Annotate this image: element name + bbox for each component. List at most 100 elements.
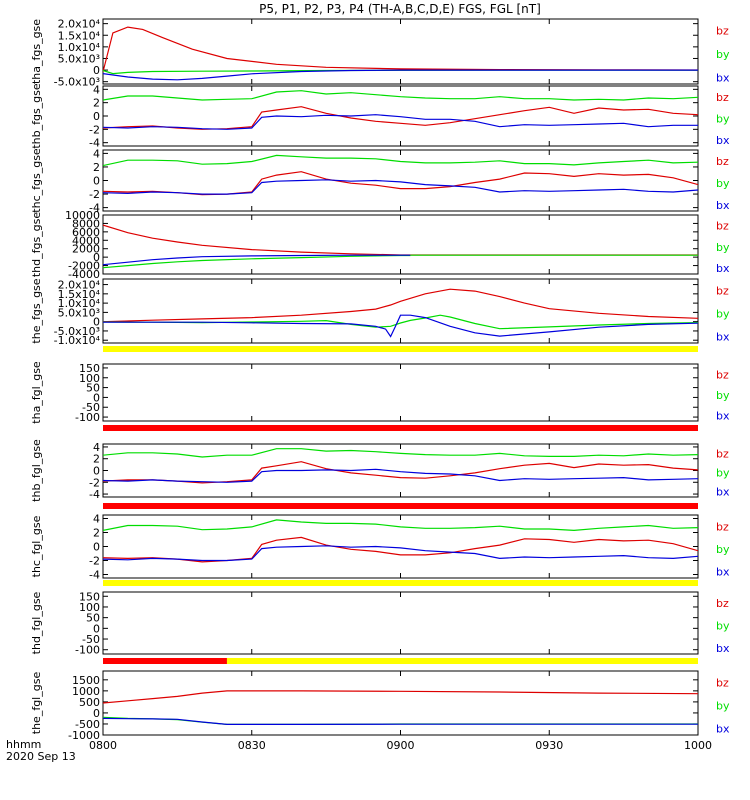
panel-frame: [102, 18, 699, 85]
y-tick-label: -2: [89, 188, 100, 201]
y-axis-label: tha_fgs_gse: [30, 19, 43, 84]
y-tick-label: -5.0x10³: [54, 325, 100, 338]
series-bz: [103, 26, 698, 73]
y-axis-label: the_fgs_gse: [30, 278, 43, 343]
y-axis-label: thd_fgl_gse: [30, 591, 43, 654]
y-tick-label: 2: [93, 453, 100, 466]
y-tick-label: 100: [79, 601, 100, 614]
legend-by: by: [716, 177, 730, 190]
x-axis-label: hhmm: [6, 738, 42, 751]
y-tick-label: 0: [93, 316, 100, 329]
series-bz: [103, 288, 698, 323]
legend-by: by: [716, 700, 730, 713]
y-tick-label: 150: [79, 590, 100, 603]
panel-the_fgs_gse: 2.0x10⁴1.5x10⁴1.0x10⁴5.0x10³0-5.0x10³-1.…: [30, 278, 730, 347]
y-tick-label: 0: [93, 251, 100, 264]
series-by: [103, 154, 698, 167]
y-tick-label: 0: [93, 391, 100, 404]
y-tick-label: 0: [93, 541, 100, 554]
series-by: [103, 519, 698, 532]
y-tick-label: 2.0x10⁴: [58, 18, 101, 31]
panel-thb_fgs_gse: 420-2-4 thb_fgs_gse bz by bx: [30, 83, 730, 150]
y-tick-label: -4: [89, 137, 100, 150]
status-bar-red: [103, 658, 227, 664]
panel-frame: [102, 85, 699, 147]
y-tick-label: 2: [93, 97, 100, 110]
y-axis-label: tha_fgl_gse: [30, 361, 43, 424]
y-tick-label: 100: [79, 372, 100, 385]
x-tick-label: 0900: [387, 739, 415, 752]
y-tick-label: -100: [75, 411, 100, 424]
y-axis-label: thb_fgs_gse: [30, 83, 43, 149]
y-axis-label: the_fgl_gse: [30, 672, 43, 735]
y-tick-label: 50: [86, 382, 100, 395]
y-tick-label: -2000: [68, 260, 100, 273]
y-tick-label: 5.0x10³: [58, 306, 100, 319]
panel-thc_fgs_gse: 420-2-4 thc_fgs_gse bz by bx: [30, 147, 730, 214]
legend-bx: bx: [716, 262, 730, 275]
legend-bz: bz: [716, 597, 729, 610]
y-tick-label: -4: [89, 488, 100, 501]
y-tick-label: 4000: [72, 234, 100, 247]
plot-date: 2020 Sep 13: [6, 750, 76, 763]
legend-bz: bz: [716, 677, 729, 690]
y-tick-label: -4: [89, 202, 100, 215]
legend-bz: bz: [716, 91, 729, 104]
panel-frame: [102, 514, 699, 579]
y-tick-label: 2: [93, 527, 100, 540]
y-tick-label: 10000: [65, 209, 100, 222]
y-tick-label: -50: [82, 633, 100, 646]
series-bx: [103, 314, 698, 338]
y-tick-label: 4: [93, 513, 100, 526]
panel-frame: [102, 278, 699, 344]
legend-bx: bx: [716, 331, 730, 344]
series-bz: [103, 690, 698, 704]
y-tick-label: 2: [93, 161, 100, 174]
series-bz: [103, 106, 698, 130]
legend-bz: bz: [716, 520, 729, 533]
y-tick-label: 1.0x10⁴: [58, 41, 101, 54]
y-tick-label: 500: [79, 696, 100, 709]
plot-panels: 2.0x10⁴1.5x10⁴1.0x10⁴5.0x10³0-5.0x10³tha…: [30, 18, 730, 742]
status-bar-yellow: [103, 346, 698, 352]
y-tick-label: 2000: [72, 243, 100, 256]
x-axis: 0800 0830 0900 0930 1000: [89, 739, 712, 752]
y-tick-label: -4: [89, 569, 100, 582]
y-tick-label: 0: [93, 175, 100, 188]
y-tick-label: 5.0x10³: [58, 52, 100, 65]
y-tick-label: 0: [93, 465, 100, 478]
series-bz: [103, 461, 698, 484]
y-tick-label: -2: [89, 123, 100, 136]
y-tick-label: 4: [93, 83, 100, 96]
y-tick-label: -2: [89, 476, 100, 489]
y-tick-label: 1000: [72, 685, 100, 698]
y-axis-label: thb_fgl_gse: [30, 439, 43, 502]
x-tick-label: 0800: [89, 739, 117, 752]
status-bar-red: [103, 503, 698, 509]
series-bx: [103, 545, 698, 562]
y-axis-label: thc_fgl_gse: [30, 515, 43, 577]
panel-frame: [102, 591, 699, 655]
series-bz: [103, 171, 698, 196]
legend-bx: bx: [716, 642, 730, 655]
legend-bx: bx: [716, 723, 730, 736]
legend-bz: bz: [716, 368, 729, 381]
series-by: [103, 314, 698, 330]
y-tick-label: 1.5x10⁴: [58, 288, 101, 301]
legend-bz: bz: [716, 448, 729, 461]
legend-by: by: [716, 112, 730, 125]
status-bar-red: [103, 425, 698, 431]
series-bx: [103, 254, 411, 266]
legend-bx: bx: [716, 199, 730, 212]
series-bx: [103, 468, 698, 483]
legend-by: by: [716, 389, 730, 402]
panel-frame: [102, 149, 699, 212]
status-bar-yellow: [103, 580, 698, 586]
legend-bx: bx: [716, 566, 730, 579]
x-tick-label: 1000: [684, 739, 712, 752]
panel-frame: [102, 363, 699, 422]
y-tick-label: 1.0x10⁴: [58, 297, 101, 310]
